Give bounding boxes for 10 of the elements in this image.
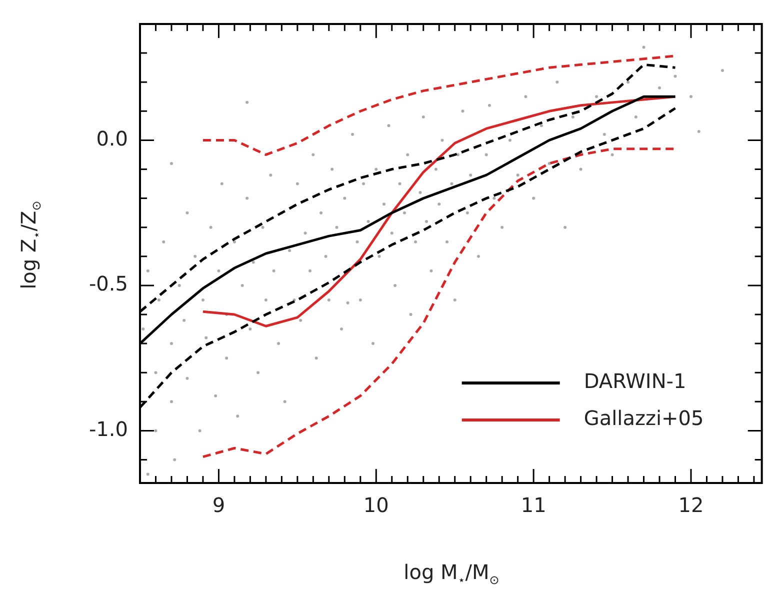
- x-tick-label: 12: [678, 493, 704, 518]
- x-tick-label: 11: [520, 493, 546, 518]
- x-axis-title: log M$_{⋆}$/M$_{⊙}$: [402, 560, 500, 587]
- legend-label: Gallazzi+05: [584, 406, 704, 430]
- y-tick-label: -0.5: [88, 272, 128, 296]
- x-tick-label: 10: [363, 493, 389, 518]
- legend-label: DARWIN-1: [584, 369, 686, 394]
- x-tick-label: 9: [212, 493, 226, 518]
- y-tick-label: -1.0: [88, 416, 128, 441]
- y-tick-label: 0.0: [96, 126, 128, 150]
